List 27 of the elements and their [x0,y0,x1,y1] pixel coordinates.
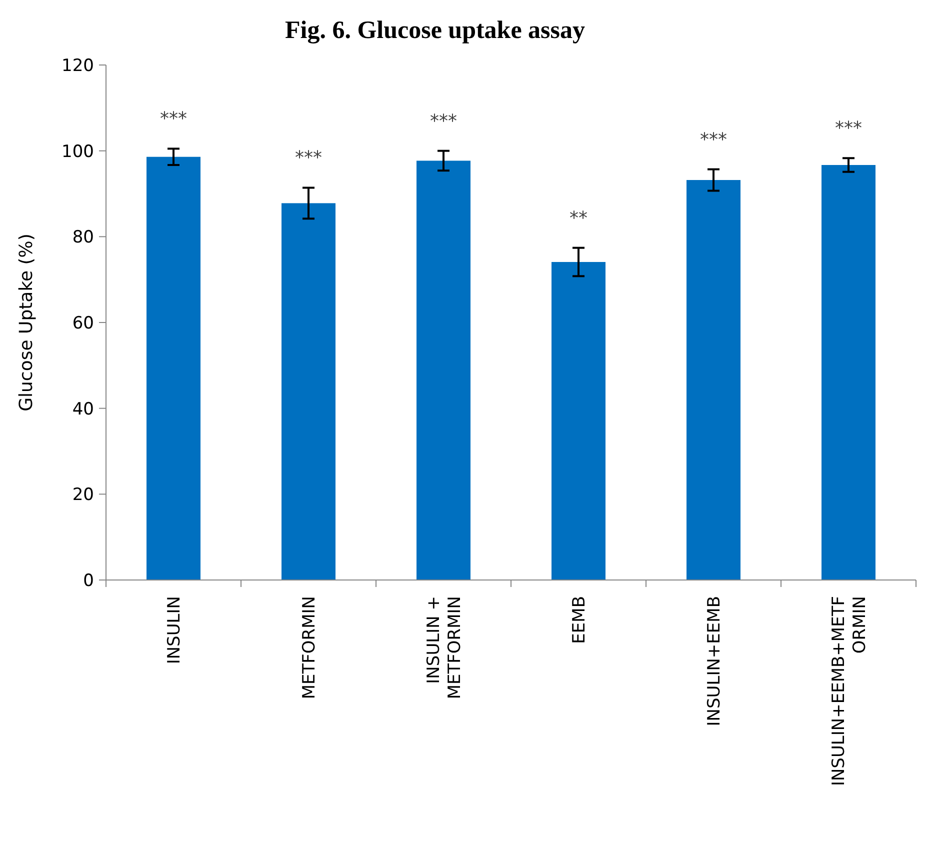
annotation: *** [700,129,727,150]
y-tick-label: 120 [62,56,94,76]
x-tick-label: INSULIN+EEMB+METFORMIN [829,596,870,786]
bar [416,160,470,580]
bar [146,156,200,580]
annotation: *** [835,118,862,140]
x-tick-label: INSULIN+EEMB [704,596,724,726]
y-axis-title: Glucose Uptake (%) [16,234,37,412]
bar [282,203,336,580]
y-tick-label: 100 [62,142,94,162]
y-tick-label: 0 [83,570,94,591]
bar [552,262,606,580]
annotation: *** [430,110,457,132]
bar [686,180,740,580]
x-tick-label: EEMB [570,596,590,644]
y-tick-label: 40 [72,399,94,420]
y-tick-label: 80 [72,228,94,248]
annotation: *** [160,108,187,130]
x-tick-label: METFORMIN [300,596,320,700]
chart-title: Fig. 6. Glucose uptake assay [284,17,586,44]
y-tick-label: 20 [72,485,94,506]
bar [822,164,876,580]
y-tick-label: 60 [72,313,94,334]
annotation: ** [570,208,588,229]
x-tick-label: INSULIN [164,596,184,664]
annotation: *** [295,148,322,169]
x-tick-label: INSULIN + METFORMIN [424,596,465,700]
